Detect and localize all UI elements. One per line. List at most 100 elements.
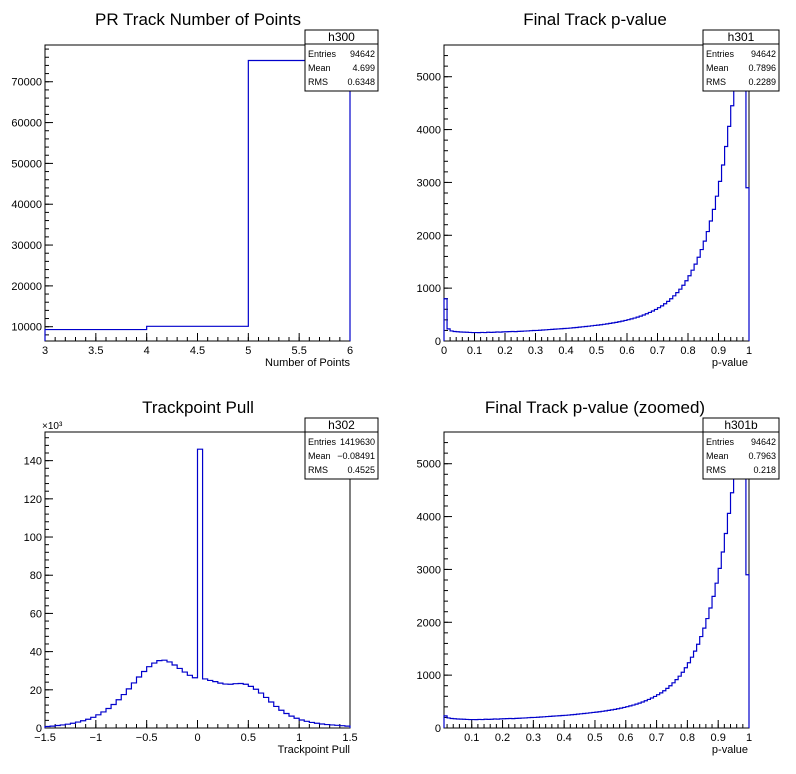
stats-value-entries: 94642 [751, 49, 776, 59]
y-tick-label: 10000 [11, 322, 42, 334]
stats-value-mean: 0.7896 [748, 63, 776, 73]
stats-box: h301 Entries 94642 Mean 0.7896 RMS 0.228… [702, 29, 780, 92]
y-tick-label: 100 [24, 532, 42, 544]
x-tick-label: 0.6 [618, 732, 633, 744]
histogram-line [443, 57, 750, 341]
y-tick-label: 2000 [417, 230, 441, 242]
y-tick-label: 1000 [417, 670, 441, 682]
stats-value-rms: 0.6348 [347, 77, 375, 87]
x-axis-label: p-value [712, 744, 748, 756]
x-tick-label: 0.8 [680, 345, 695, 357]
axis-ticks: 0.1 0.2 0.3 0.4 0.5 0.6 0.7 0.8 0.9 1 0 1000 2000 300… [417, 431, 752, 744]
stats-name: h300 [328, 30, 355, 44]
x-tick-label: −0.5 [136, 732, 158, 744]
x-tick-label: −1.5 [34, 732, 56, 744]
stats-name: h301b [724, 418, 758, 432]
x-tick-label: 5.5 [292, 345, 307, 357]
stats-value-rms: 0.4525 [347, 465, 375, 475]
stats-box: h302 Entries 1419630 Mean −0.08491 RMS 0… [304, 417, 379, 480]
x-tick-label: 0.2 [495, 732, 510, 744]
x-tick-label: 0.3 [526, 732, 541, 744]
x-tick-label: 0 [441, 345, 447, 357]
x-tick-label: 0.7 [649, 732, 664, 744]
chart-title: Trackpoint Pull [142, 398, 254, 417]
y-axis-exponent: ×10³ [42, 421, 63, 432]
stats-value-rms: 0.2289 [748, 77, 776, 87]
stats-label-entries: Entries [706, 437, 735, 447]
x-tick-label: 0.4 [558, 345, 573, 357]
x-tick-label: 0.8 [680, 732, 695, 744]
pad-h302: Trackpoint Pull −1.5 −1 −0.5 0 0.5 1 1.5 0 20 40 6… [24, 398, 379, 756]
y-tick-label: 0 [435, 336, 441, 348]
x-tick-label: 0.5 [587, 732, 602, 744]
chart-title: Final Track p-value [523, 10, 667, 29]
x-tick-label: 1.5 [342, 732, 357, 744]
stats-label-entries: Entries [308, 437, 337, 447]
y-tick-label: 50000 [11, 158, 42, 170]
x-tick-label: 0.1 [464, 732, 479, 744]
y-tick-label: 1000 [417, 283, 441, 295]
stats-box: h301b Entries 94642 Mean 0.7963 RMS 0.21… [702, 417, 780, 480]
y-tick-label: 20 [30, 685, 42, 697]
y-tick-label: 80 [30, 570, 42, 582]
x-tick-label: 0.2 [497, 345, 512, 357]
stats-label-mean: Mean [706, 63, 729, 73]
x-tick-label: 0.5 [589, 345, 604, 357]
y-tick-label: 40 [30, 647, 42, 659]
stats-value-mean: −0.08491 [337, 451, 375, 461]
stats-label-mean: Mean [308, 451, 331, 461]
pad-h301: Final Track p-value 0 0.1 0.2 0.3 0.4 0.5 0.6 0… [417, 10, 780, 369]
stats-label-rms: RMS [706, 465, 726, 475]
x-tick-label: 4 [144, 345, 150, 357]
stats-label-rms: RMS [308, 77, 328, 87]
axis-ticks: −1.5 −1 −0.5 0 0.5 1 1.5 0 20 40 60 80 100 120 140 [24, 437, 358, 744]
axis-ticks: 0 0.1 0.2 0.3 0.4 0.5 0.6 0.7 0.8 0.9 1 0 1000 2000 30… [417, 44, 752, 357]
stats-name: h301 [728, 30, 755, 44]
x-tick-label: 1 [746, 345, 752, 357]
stats-label-entries: Entries [308, 49, 337, 59]
chart-title: PR Track Number of Points [95, 10, 301, 29]
pad-h301b: Final Track p-value (zoomed) 0.1 0.2 0.3 0.… [417, 398, 780, 756]
y-tick-label: 40000 [11, 199, 42, 211]
stats-value-entries: 94642 [751, 437, 776, 447]
x-tick-label: 6 [347, 345, 353, 357]
chart-title: Final Track p-value (zoomed) [485, 398, 705, 417]
x-tick-label: 3.5 [88, 345, 103, 357]
stats-name: h302 [328, 418, 355, 432]
x-tick-label: 5 [245, 345, 251, 357]
x-axis-label: p-value [712, 357, 748, 369]
stats-value-mean: 0.7963 [748, 451, 776, 461]
stats-label-rms: RMS [706, 77, 726, 87]
x-tick-label: 4.5 [190, 345, 205, 357]
y-tick-label: 4000 [417, 125, 441, 137]
stats-label-entries: Entries [706, 49, 735, 59]
stats-value-entries: 1419630 [340, 437, 375, 447]
stats-box: h300 Entries 94642 Mean 4.699 RMS 0.6348 [304, 29, 379, 92]
x-tick-label: 0.4 [557, 732, 572, 744]
histogram-line [44, 448, 351, 728]
stats-value-entries: 94642 [350, 49, 375, 59]
y-tick-label: 3000 [417, 177, 441, 189]
x-axis-label: Number of Points [265, 357, 350, 369]
pad-h300: PR Track Number of Points 3 3.5 4 4.5 5 5.5 6 1… [11, 10, 379, 369]
y-tick-label: 3000 [417, 564, 441, 576]
y-tick-label: 60000 [11, 118, 42, 130]
stats-value-rms: 0.218 [753, 465, 776, 475]
axis-ticks: 3 3.5 4 4.5 5 5.5 6 10000 20000 30000 40000 50000 60… [11, 48, 353, 357]
stats-value-mean: 4.699 [352, 63, 375, 73]
stats-label-mean: Mean [308, 63, 331, 73]
x-tick-label: 0.1 [467, 345, 482, 357]
y-tick-label: 140 [24, 456, 42, 468]
x-tick-label: 1 [746, 732, 752, 744]
y-tick-label: 30000 [11, 240, 42, 252]
x-tick-label: 0.9 [711, 732, 726, 744]
y-tick-label: 0 [36, 723, 42, 735]
x-tick-label: 3 [42, 345, 48, 357]
x-tick-label: 0.5 [241, 732, 256, 744]
y-tick-label: 20000 [11, 281, 42, 293]
x-tick-label: 0.9 [711, 345, 726, 357]
x-tick-label: 0.6 [619, 345, 634, 357]
y-tick-label: 4000 [417, 512, 441, 524]
